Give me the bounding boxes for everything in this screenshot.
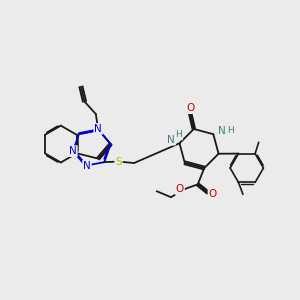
Text: N: N (94, 124, 102, 134)
Text: N: N (69, 146, 77, 156)
Text: H: H (176, 130, 182, 140)
Text: H: H (227, 126, 234, 135)
Text: O: O (176, 184, 184, 194)
Text: O: O (208, 189, 217, 199)
Text: S: S (115, 157, 122, 166)
Text: N: N (83, 161, 91, 171)
Text: N: N (218, 126, 226, 136)
Text: N: N (167, 135, 175, 145)
Text: O: O (186, 103, 194, 113)
